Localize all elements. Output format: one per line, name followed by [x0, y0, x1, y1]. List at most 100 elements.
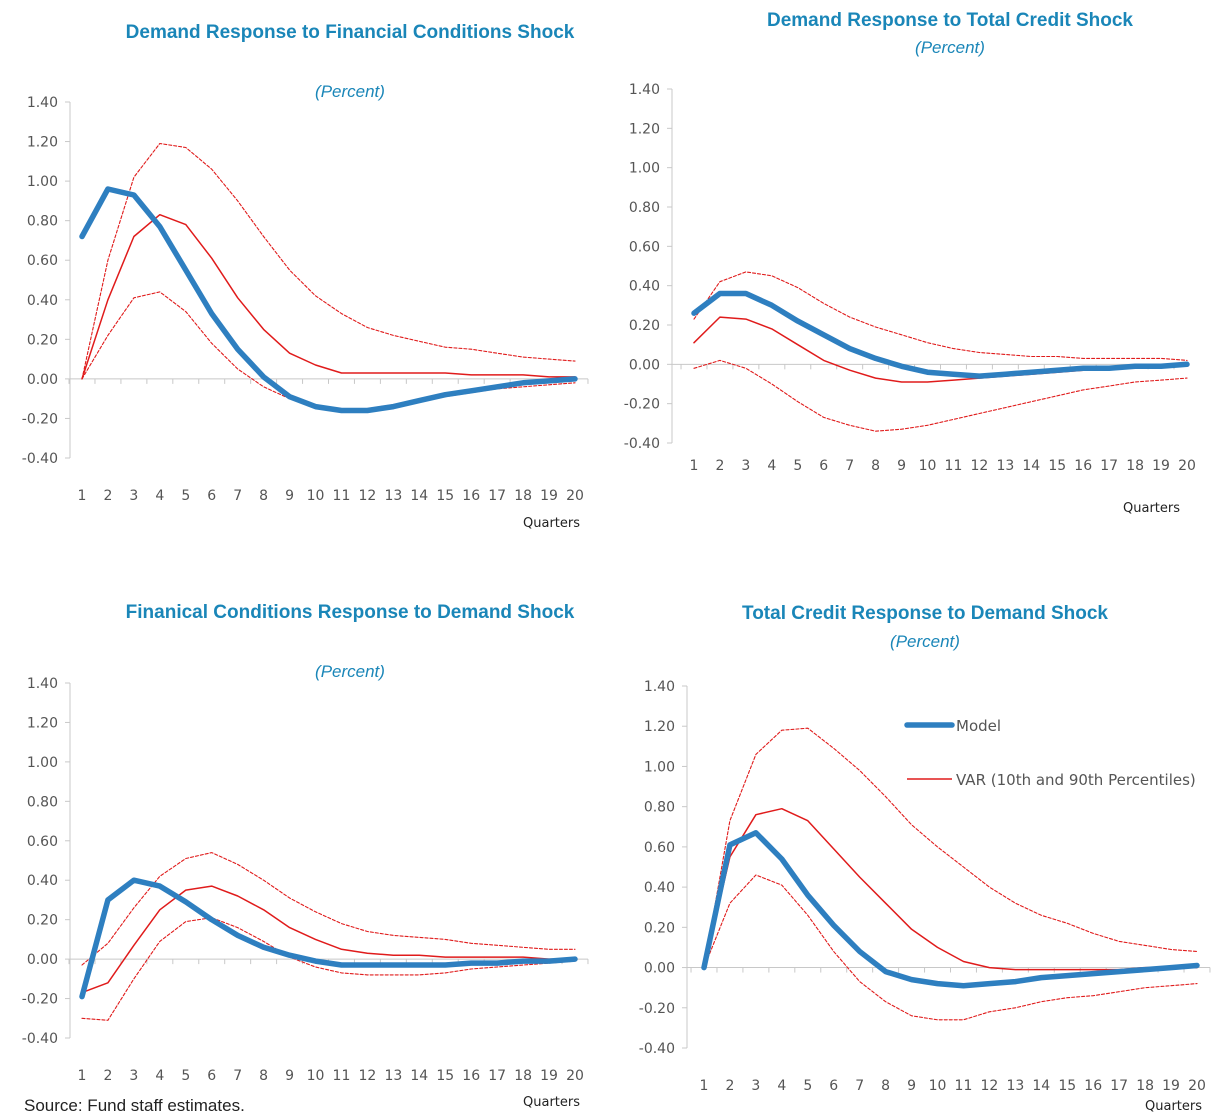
series-line-var-upper — [81, 142, 576, 380]
x-tick-label: 14 — [410, 488, 428, 504]
y-tick-label: 0.60 — [27, 253, 58, 269]
y-tick-label: 1.40 — [644, 679, 675, 695]
chart-title: Total Credit Response to Demand Shock — [742, 603, 1108, 624]
x-axis-label: Quarters — [1123, 501, 1180, 516]
series-line-var-lower — [693, 359, 1188, 432]
chart-subtitle: (Percent) — [315, 82, 385, 101]
x-tick-label: 4 — [155, 488, 164, 504]
x-tick-label: 14 — [410, 1068, 428, 1084]
x-tick-label: 3 — [129, 488, 138, 504]
x-tick-label: 7 — [233, 488, 242, 504]
x-tick-label: 9 — [907, 1078, 916, 1094]
y-tick-label: 0.00 — [27, 952, 58, 968]
x-tick-label: 15 — [1058, 1078, 1076, 1094]
y-tick-label: 0.60 — [644, 840, 675, 856]
y-tick-label: 1.20 — [644, 719, 675, 735]
y-tick-label: 1.00 — [629, 161, 660, 177]
y-tick-label: 1.00 — [27, 755, 58, 771]
series-line-model — [79, 186, 578, 414]
x-tick-label: 2 — [715, 458, 724, 474]
y-tick-label: -0.40 — [624, 436, 660, 452]
y-tick-label: 0.20 — [629, 318, 660, 334]
series-line-var — [703, 807, 1198, 971]
series-line-var-upper — [81, 852, 576, 966]
y-tick-label: 0.40 — [27, 873, 58, 889]
chart-subtitle: (Percent) — [315, 662, 385, 681]
x-axis-label: Quarters — [523, 516, 580, 531]
chart-title: Finanical Conditions Response to Demand … — [125, 602, 575, 623]
chart-subtitle: (Percent) — [890, 632, 960, 651]
y-tick-label: -0.40 — [639, 1041, 675, 1057]
x-tick-label: 16 — [462, 488, 480, 504]
x-tick-label: 8 — [259, 488, 268, 504]
x-tick-label: 1 — [78, 488, 87, 504]
x-tick-label: 9 — [285, 1068, 294, 1084]
series-line-model — [691, 290, 1190, 379]
x-axis-label: Quarters — [523, 1095, 580, 1110]
x-tick-label: 20 — [1178, 458, 1196, 474]
x-tick-label: 10 — [307, 488, 325, 504]
x-tick-label: 2 — [725, 1078, 734, 1094]
x-tick-label: 15 — [436, 488, 454, 504]
x-tick-label: 20 — [566, 488, 584, 504]
x-tick-label: 4 — [777, 1078, 786, 1094]
x-tick-label: 7 — [845, 458, 854, 474]
x-tick-label: 11 — [333, 488, 351, 504]
y-tick-label: 0.00 — [644, 961, 675, 977]
x-tick-label: 13 — [996, 458, 1014, 474]
x-tick-label: 17 — [488, 488, 506, 504]
x-tick-label: 6 — [207, 1068, 216, 1084]
x-tick-label: 12 — [359, 1068, 377, 1084]
x-tick-label: 5 — [181, 488, 190, 504]
y-tick-label: 0.00 — [629, 357, 660, 373]
x-tick-label: 12 — [971, 458, 989, 474]
chart-title: Demand Response to Financial Conditions … — [125, 22, 575, 43]
x-tick-label: 13 — [1006, 1078, 1024, 1094]
y-tick-label: -0.20 — [22, 992, 58, 1008]
y-tick-label: 0.80 — [27, 794, 58, 810]
x-tick-label: 14 — [1032, 1078, 1050, 1094]
chart-title: Demand Response to Total Credit Shock — [767, 10, 1133, 31]
y-tick-label: 1.20 — [27, 715, 58, 731]
x-tick-label: 3 — [751, 1078, 760, 1094]
y-tick-label: -0.40 — [22, 451, 58, 467]
y-tick-label: -0.20 — [639, 1001, 675, 1017]
x-tick-label: 14 — [1022, 458, 1040, 474]
x-tick-label: 7 — [233, 1068, 242, 1084]
x-tick-label: 13 — [384, 488, 402, 504]
x-tick-label: 10 — [307, 1068, 325, 1084]
y-tick-label: -0.20 — [22, 411, 58, 427]
x-tick-label: 10 — [929, 1078, 947, 1094]
x-tick-label: 4 — [155, 1068, 164, 1084]
series-line-var-upper — [693, 271, 1188, 361]
x-tick-label: 3 — [129, 1068, 138, 1084]
y-tick-label: 1.20 — [27, 135, 58, 151]
x-axis-label: Quarters — [1145, 1099, 1202, 1114]
x-tick-label: 13 — [384, 1068, 402, 1084]
x-tick-label: 18 — [1136, 1078, 1154, 1094]
y-tick-label: 0.20 — [27, 332, 58, 348]
x-tick-label: 11 — [333, 1068, 351, 1084]
x-tick-label: 2 — [103, 488, 112, 504]
y-tick-label: 0.80 — [644, 800, 675, 816]
x-tick-label: 17 — [1100, 458, 1118, 474]
x-tick-label: 11 — [955, 1078, 973, 1094]
x-tick-label: 1 — [690, 458, 699, 474]
y-tick-label: 0.20 — [27, 913, 58, 929]
y-tick-label: 0.40 — [629, 279, 660, 295]
series-line-var-upper — [703, 727, 1198, 969]
x-tick-label: 6 — [819, 458, 828, 474]
x-tick-label: 16 — [462, 1068, 480, 1084]
x-tick-label: 9 — [285, 488, 294, 504]
series-line-var-lower — [81, 917, 576, 1021]
y-tick-label: 1.40 — [27, 676, 58, 692]
y-tick-label: 0.60 — [629, 239, 660, 255]
x-tick-label: 20 — [1188, 1078, 1206, 1094]
y-tick-label: -0.40 — [22, 1031, 58, 1047]
x-tick-label: 19 — [540, 488, 558, 504]
x-tick-label: 8 — [881, 1078, 890, 1094]
